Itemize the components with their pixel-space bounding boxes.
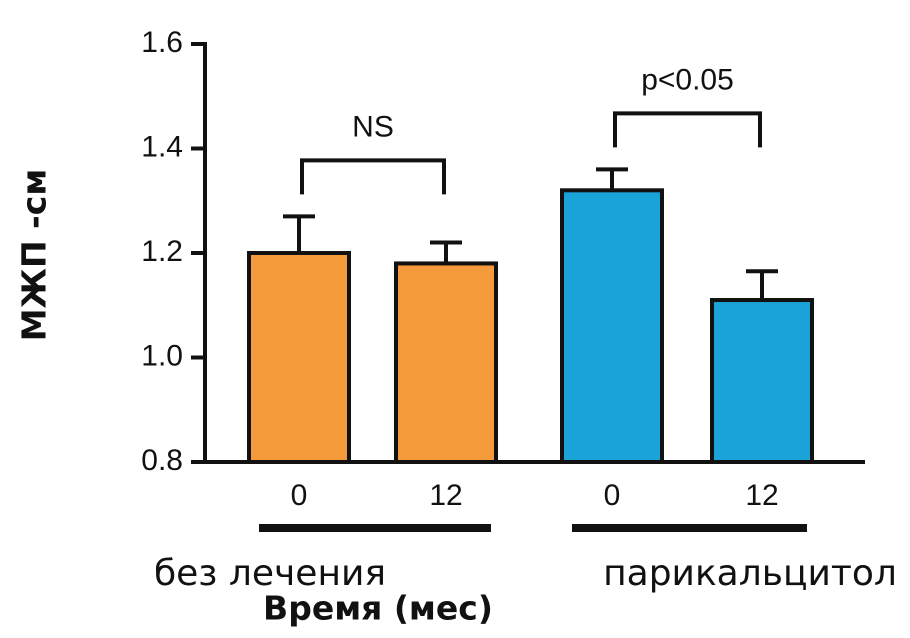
y-tick-label: 1.4 [141,130,183,163]
significance-bracket [300,158,446,195]
x-tick-label: 0 [604,479,621,512]
x-axis-label: Время (мес) [263,589,493,628]
bar [560,188,664,465]
x-tick-label: 12 [429,479,462,512]
y-tick-label: 1.6 [141,26,183,59]
group-label: без лечения [154,553,386,594]
x-tick-label: 12 [745,479,778,512]
bar [247,251,351,464]
x-tick-label: 0 [291,479,308,512]
bar [710,298,814,464]
significance-label: NS [352,110,394,143]
bar [394,261,498,465]
significance-label: p<0.05 [641,63,734,96]
y-tick-label: 0.8 [141,444,183,477]
group-label: парикальцитол [603,553,897,594]
y-tick-label: 1.0 [141,339,183,372]
significance-bracket [613,111,762,148]
y-tick-label: 1.2 [141,235,183,268]
y-axis-label: МЖП -см [15,169,54,342]
